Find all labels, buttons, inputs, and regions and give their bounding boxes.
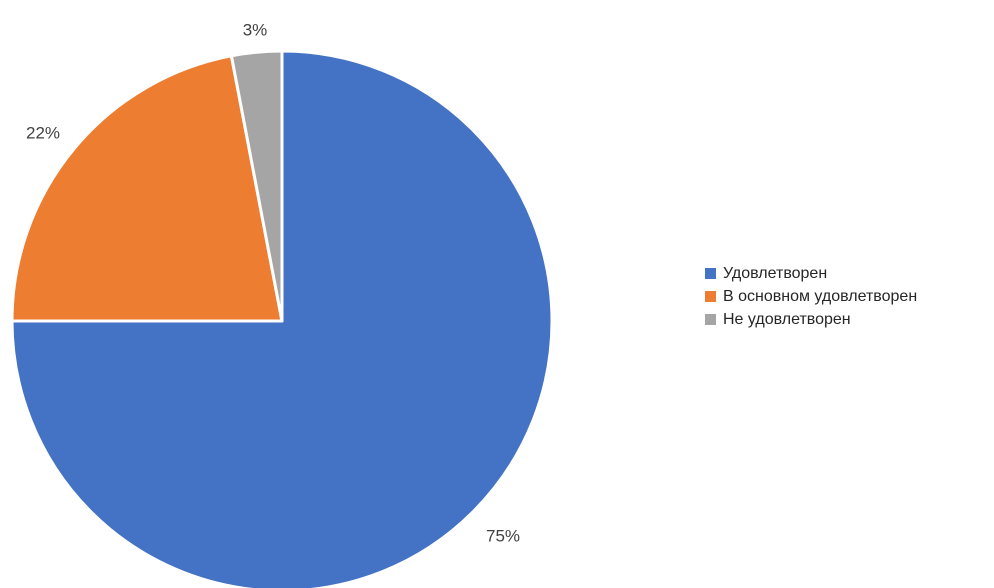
legend-swatch-mostly-satisfied — [705, 291, 716, 302]
legend-swatch-satisfied — [705, 268, 716, 279]
pie-slice-mostly-satisfied — [10, 54, 284, 323]
legend-item-mostly-satisfied: В основном удовлетворен — [705, 285, 917, 308]
legend-label-mostly-satisfied: В основном удовлетворен — [723, 287, 918, 305]
legend-item-not-satisfied: Не удовлетворен — [705, 308, 917, 331]
pie-slice-not-satisfied — [229, 49, 284, 323]
legend-label-not-satisfied: Не удовлетворен — [723, 310, 851, 328]
legend-label-satisfied: Удовлетворен — [723, 264, 828, 282]
legend-item-satisfied: Удовлетворен — [705, 262, 917, 285]
legend: Удовлетворен В основном удовлетворен Не … — [705, 262, 917, 331]
data-label-not-satisfied: 3% — [243, 20, 268, 39]
data-label-satisfied: 75% — [486, 526, 520, 545]
data-label-mostly-satisfied: 22% — [26, 123, 60, 142]
legend-swatch-not-satisfied — [705, 314, 716, 325]
